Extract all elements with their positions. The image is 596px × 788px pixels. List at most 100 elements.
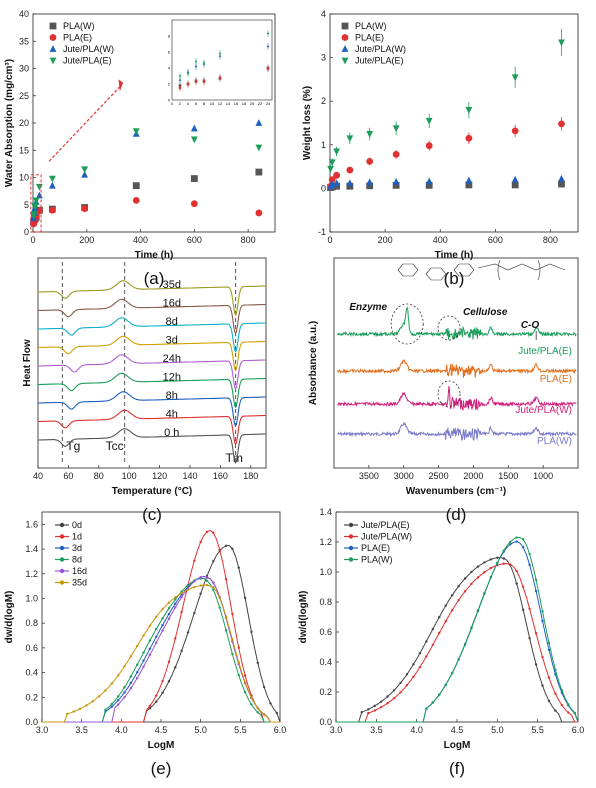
x-tick-label: 140 [182, 471, 197, 481]
curve-point [142, 651, 145, 654]
curve-point [418, 665, 422, 669]
cellulose-label: Cellulose [463, 307, 508, 318]
curve-point [476, 576, 480, 579]
x-tick-label: 800 [543, 235, 558, 245]
curve-point [509, 563, 512, 566]
inset-x-tick-label: 16 [234, 101, 239, 106]
curve-point [521, 585, 525, 588]
legend-marker [341, 22, 349, 30]
curve-point [72, 710, 75, 713]
data-point [132, 128, 140, 136]
curve-point [224, 615, 228, 618]
curve-label: 4h [166, 409, 178, 421]
data-point [392, 150, 400, 158]
x-tick-label: 180 [243, 471, 258, 481]
data-point [255, 144, 263, 152]
x-tick-label: 100 [122, 471, 137, 481]
curve-point [534, 589, 538, 593]
curve-point [431, 627, 434, 631]
curve-point [212, 588, 215, 592]
curve-point [66, 712, 69, 716]
curve-point [155, 615, 158, 619]
curve-point [275, 711, 279, 715]
legend-label: PLA(W) [63, 21, 95, 31]
data-point [425, 177, 433, 185]
curve-point [116, 695, 120, 698]
x-tick-label: 80 [94, 471, 104, 481]
x-tick-label: 40 [33, 471, 43, 481]
dsc-curve [38, 428, 266, 464]
curve-point [256, 661, 259, 665]
ring [453, 263, 475, 277]
data-point [333, 179, 341, 187]
curve-point [148, 624, 152, 627]
data-point [81, 170, 89, 178]
x-tick-label: 160 [213, 471, 228, 481]
y-tick-label: 10 [19, 173, 29, 183]
curve-point [528, 563, 531, 566]
y-tick-label: 30 [19, 64, 29, 74]
data-point [346, 182, 354, 190]
curve-point [237, 661, 240, 664]
inset-y-tick-label: 2 [168, 82, 171, 87]
distribution-curve [336, 562, 578, 723]
data-point [190, 175, 198, 182]
inset-x-tick-label: 14 [226, 101, 231, 106]
x-axis-label: Time (h) [135, 250, 174, 261]
legend-marker [348, 534, 354, 539]
y-tick-label: 5 [24, 200, 29, 210]
legend-marker [348, 522, 354, 528]
spectrum-label: Jute/PLA(W) [515, 405, 572, 416]
y-tick-label: 1 [321, 140, 326, 150]
legend-label: Jute/PLA(W) [355, 44, 406, 54]
data-point [346, 166, 354, 174]
curve-point [262, 713, 266, 716]
curve-point [483, 570, 486, 574]
y-tick-label: 0.2 [25, 692, 38, 702]
x-tick-label: 4.5 [451, 725, 464, 735]
y-axis-label: Absorbance (a.u.) [308, 321, 319, 405]
curve-point [129, 687, 133, 690]
curve-point [554, 692, 557, 695]
x-tick-label: 1000 [533, 471, 553, 481]
brackets [497, 259, 541, 281]
curve-point [412, 675, 415, 678]
curve-point [269, 702, 272, 705]
data-point [346, 135, 354, 143]
curve-point [186, 583, 190, 587]
curve-point [167, 607, 171, 610]
y-tick-label: 0.0 [25, 717, 38, 727]
x-tick-label: 5.5 [531, 725, 544, 735]
y-tick-label: 20 [19, 118, 29, 128]
curve-point [155, 641, 158, 644]
curve-point [243, 691, 247, 694]
curve-point [224, 544, 228, 547]
y-tick-label: 0 [321, 183, 326, 193]
curve-point [167, 612, 171, 616]
curve-point [155, 627, 158, 631]
curve-point [463, 590, 467, 593]
legend-marker [59, 557, 65, 562]
curve-point [155, 635, 158, 638]
curve-point [470, 570, 473, 574]
data-point [558, 174, 565, 182]
curve-point [110, 702, 114, 706]
y-tick-label: 0.4 [319, 657, 332, 667]
curve-point [243, 596, 247, 600]
distribution-curve [336, 541, 579, 723]
x-tick-label: 4.0 [410, 725, 423, 735]
dsc-curve [38, 372, 266, 409]
curve-point [199, 592, 202, 595]
curve-point [218, 596, 221, 600]
spectrum [337, 359, 577, 378]
curve-point [476, 565, 480, 568]
x-axis-label: LogM [148, 740, 175, 751]
curve-point [180, 591, 183, 595]
data-point [48, 206, 56, 214]
spectrum-label: PLA(E) [540, 374, 572, 385]
curve-point [425, 640, 428, 643]
curve-point [373, 709, 376, 712]
x-tick-label: 0 [30, 235, 35, 245]
data-point [32, 197, 40, 205]
